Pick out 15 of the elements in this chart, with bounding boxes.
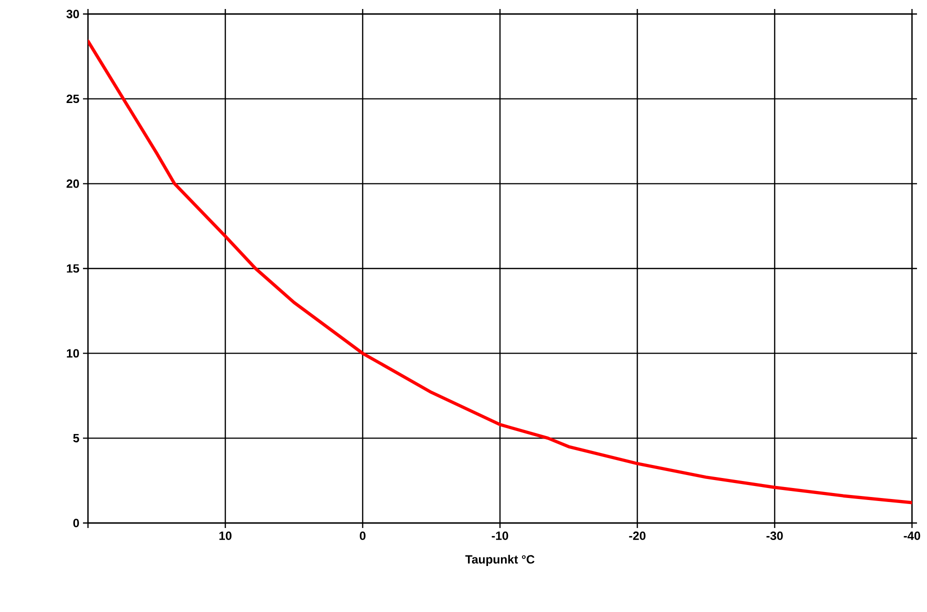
y-tick-label: 5 [73,434,80,442]
x-tick-label: -30 [766,532,783,540]
line-series [88,40,912,504]
y-tick-label: 25 [66,94,80,104]
x-tick-label: -20 [629,532,646,540]
x-tick-label: 10 [219,532,232,540]
y-tick-label: 15 [66,264,80,273]
x-tick-label: 0 [360,532,366,540]
y-tick-label: 20 [66,179,79,188]
y-tick-label: 10 [66,349,79,358]
y-tick-label: 30 [66,10,79,18]
y-tick-label: 0 [73,518,79,528]
x-tick-label: -10 [492,532,508,540]
x-tick-label: -40 [904,532,920,540]
x-axis-title: Taupunkt °C [465,554,534,566]
